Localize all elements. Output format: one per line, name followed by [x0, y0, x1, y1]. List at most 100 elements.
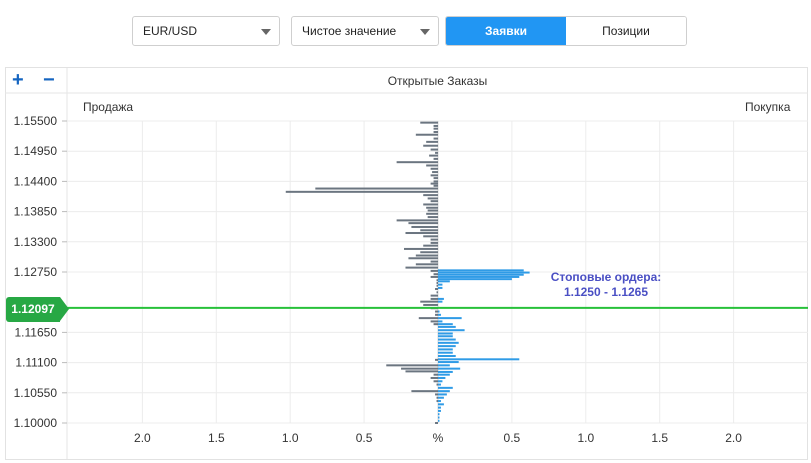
x-tick-label: 1.5 [651, 431, 668, 445]
sell-bar [430, 260, 438, 263]
sell-bar [426, 164, 438, 167]
sell-bar [423, 144, 438, 147]
buy-bar [438, 275, 520, 278]
sell-bar [430, 269, 438, 272]
buy-label: Покупка [745, 100, 791, 114]
x-axis: 2.0 1.5 1.0 0.5% 0.5 1.0 1.5 2.0 [134, 431, 742, 445]
buy-bar [438, 416, 440, 419]
buy-bar [438, 409, 441, 412]
sell-bar [430, 241, 438, 244]
sell-bar [427, 209, 438, 212]
sell-bar [426, 140, 438, 143]
view-toggle: Заявки Позиции [445, 16, 687, 46]
buy-bar [438, 358, 520, 361]
sell-bar [423, 235, 438, 238]
current-price-badge: 1.12097 [6, 297, 69, 322]
sell-bar [433, 380, 438, 383]
sell-bar [435, 358, 438, 361]
chevron-down-icon [261, 29, 271, 35]
sell-bar [401, 367, 438, 370]
buy-bar [438, 348, 453, 351]
x-tick-label: 1.0 [577, 431, 594, 445]
zoom-in-button[interactable]: + [12, 69, 24, 91]
sell-bar [433, 373, 438, 376]
buy-bar [438, 269, 524, 272]
sell-bar [427, 197, 438, 200]
sell-bar [433, 157, 438, 160]
tab-positions[interactable]: Позиции [566, 17, 686, 45]
buy-bar [438, 393, 447, 396]
buy-bar [438, 332, 453, 335]
sell-bar [423, 194, 438, 197]
sell-bar [423, 244, 438, 247]
current-price-pointer [60, 297, 69, 321]
buy-bar [438, 310, 440, 313]
sell-bar [430, 174, 438, 177]
sell-bar [435, 313, 438, 316]
x-tick-label: 2.0 [725, 431, 742, 445]
y-tick-label: 1.13850 [14, 205, 58, 219]
buy-bar [438, 297, 444, 300]
y-tick-label: 1.15500 [14, 114, 58, 128]
y-tick-label: 1.11650 [15, 325, 58, 339]
sell-bar [426, 206, 438, 209]
buy-bar [438, 317, 462, 320]
sell-bar [420, 121, 438, 124]
sell-bar [396, 161, 438, 164]
sell-bar [423, 303, 438, 306]
sell-bar [415, 263, 438, 266]
sell-bar [426, 212, 438, 215]
sell-bar [405, 266, 438, 269]
x-tick-label: 2.0 [134, 431, 151, 445]
chevron-down-icon [420, 29, 430, 35]
sell-bar [436, 383, 438, 386]
sell-bar [433, 124, 438, 127]
buy-bar [438, 419, 440, 422]
sell-bar [430, 238, 438, 241]
sell-bar [430, 167, 438, 170]
symbol-select[interactable]: EUR/USD [132, 16, 280, 46]
sell-bar [432, 171, 438, 174]
buy-bar [438, 338, 456, 341]
sell-bar [430, 275, 438, 278]
chart-frame [5, 67, 808, 460]
buy-bar [438, 273, 524, 276]
buy-bar [438, 361, 459, 364]
sell-bar [433, 323, 438, 326]
buy-bar [438, 280, 450, 283]
zoom-out-button[interactable]: − [43, 69, 55, 91]
sell-bar [405, 370, 438, 373]
sell-bar [430, 200, 438, 203]
x-tick-label: 1.5 [208, 431, 225, 445]
mode-select[interactable]: Чистое значение [291, 16, 439, 46]
tab-orders[interactable]: Заявки [446, 17, 566, 45]
sell-bar [430, 182, 438, 185]
buy-bar [438, 271, 530, 274]
buy-bar [438, 376, 446, 379]
x-tick-label: 0.5 [356, 431, 373, 445]
sell-bar [433, 130, 438, 133]
x-center-label: % [433, 431, 444, 445]
panel-title: Открытые Заказы [387, 74, 488, 88]
sell-bar [396, 219, 438, 222]
buy-bar [438, 351, 453, 354]
bars [285, 121, 530, 424]
annotation-line-2: 1.1250 - 1.1265 [563, 285, 649, 299]
sell-bar [404, 247, 438, 250]
sell-bar [433, 180, 438, 183]
x-tick-label: 0.5 [504, 431, 521, 445]
buy-bar [438, 345, 456, 348]
y-tick-label: 1.10550 [14, 386, 58, 400]
annotation-line-1: Стоповые ордера: [550, 270, 662, 284]
sell-bar [415, 133, 438, 136]
buy-bar [438, 283, 443, 286]
grid [62, 120, 808, 424]
sell-bar [405, 232, 438, 235]
sell-bar [433, 127, 438, 130]
sell-bar [430, 297, 438, 300]
sell-bar [435, 422, 438, 424]
sell-bar [420, 300, 438, 303]
y-tick-label: 1.14950 [14, 144, 58, 158]
sell-bar [433, 137, 438, 140]
